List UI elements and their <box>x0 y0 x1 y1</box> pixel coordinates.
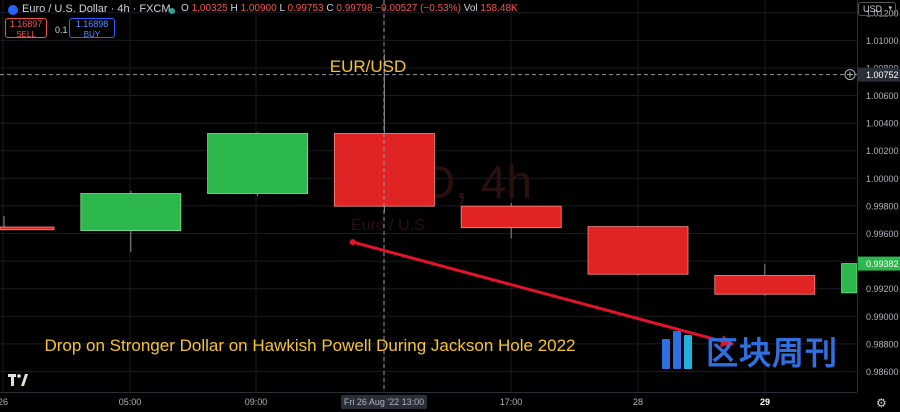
last-price-label: 0.99382 <box>866 259 899 269</box>
close-label: C <box>326 3 334 14</box>
buy-button[interactable]: 1.16898 BUY <box>69 18 115 39</box>
description-watermark: Euro / U.S. <box>351 217 429 234</box>
y-tick-label: 1.00200 <box>866 146 899 156</box>
ohlc-legend: O 1.00325 H 1.00900 L 0.99753 C 0.99798 … <box>181 3 518 14</box>
change-value: −0.00527 (−0.53%) <box>375 3 461 14</box>
arrow-line <box>352 240 734 346</box>
high-value: 1.00900 <box>240 3 277 14</box>
sell-button[interactable]: 1.16897 SELL <box>5 18 47 39</box>
x-tick-label: 05:00 <box>119 397 142 407</box>
last-price-bg <box>858 256 900 271</box>
tradingview-logo-icon[interactable] <box>8 374 28 389</box>
x-tick-label: Fri 26 Aug '22 13:00 <box>344 397 424 407</box>
spread-value: 0.1 <box>55 25 68 35</box>
candle-body <box>714 275 816 295</box>
y-tick-label: 0.99800 <box>866 201 899 211</box>
chart-annotation: Drop on Stronger Dollar on Hawkish Powel… <box>44 336 575 355</box>
low-value: 0.99753 <box>287 3 324 14</box>
market-status-icon <box>169 8 175 14</box>
y-tick-label: 1.00000 <box>866 174 899 184</box>
candle-body <box>460 205 562 229</box>
chart-title: EUR/USD <box>330 57 407 76</box>
open-value: 1.00325 <box>191 3 228 14</box>
y-tick-label: 1.01000 <box>866 36 899 46</box>
time-axis[interactable]: 26 05:00 09:00 Fri 26 Aug '22 13:00 17:00 28 2… <box>0 392 857 410</box>
chevron-down-icon: ▾ <box>888 5 892 12</box>
sell-price: 1.16897 <box>9 19 43 29</box>
y-tick-label: 0.99600 <box>866 229 899 239</box>
y-tick-label: 0.99200 <box>866 284 899 294</box>
crosshair <box>0 0 857 392</box>
brand-text: 区块周刊 <box>706 334 839 372</box>
symbol-logo-icon <box>8 5 18 15</box>
buy-label: BUY <box>83 30 101 39</box>
y-tick-label: 1.01200 <box>866 8 899 18</box>
candle-body <box>587 226 689 275</box>
gear-icon[interactable]: ⚙ <box>876 396 887 410</box>
volume-label: Vol <box>463 3 478 14</box>
crosshair-price-label: 1.00752 <box>866 70 899 80</box>
x-tick-label: 26 <box>0 397 8 407</box>
candle-body <box>80 193 182 232</box>
volume-value: 158.48K <box>480 3 518 14</box>
candle-body <box>0 226 55 231</box>
y-tick-label: 1.00600 <box>866 91 899 101</box>
arrow-head <box>719 335 734 347</box>
x-tick-label: 29 <box>760 397 770 407</box>
y-tick-label: 0.99000 <box>866 312 899 322</box>
buy-price: 1.16898 <box>75 19 109 29</box>
x-tick-label: 28 <box>633 397 643 407</box>
currency-select[interactable]: USD ▾ <box>858 2 896 16</box>
brand-watermark: 区块周刊 <box>660 328 838 374</box>
candle-body <box>207 133 309 194</box>
close-value: 0.99798 <box>336 3 373 14</box>
brand-bars-icon <box>660 329 704 373</box>
crosshair-price-bg <box>858 67 900 82</box>
x-tick-label: 09:00 <box>245 397 268 407</box>
open-label: O <box>181 3 189 14</box>
y-tick-label: 1.00400 <box>866 119 899 129</box>
price-axis[interactable]: 1.012001.010001.008001.006001.004001.002… <box>857 0 900 412</box>
x-tick-label: 17:00 <box>500 397 523 407</box>
symbol-title[interactable]: Euro / U.S. Dollar · 4h · FXCM <box>22 3 171 15</box>
high-label: H <box>230 3 238 14</box>
low-label: L <box>279 3 285 14</box>
crosshair-time-label-bg <box>341 395 427 409</box>
candle-body <box>841 263 858 294</box>
sell-label: SELL <box>16 30 36 39</box>
y-tick-label: 0.98600 <box>866 367 899 377</box>
trend-arrow <box>349 239 734 347</box>
y-tick-label: 0.98800 <box>866 339 899 349</box>
currency-label: USD <box>863 4 883 14</box>
